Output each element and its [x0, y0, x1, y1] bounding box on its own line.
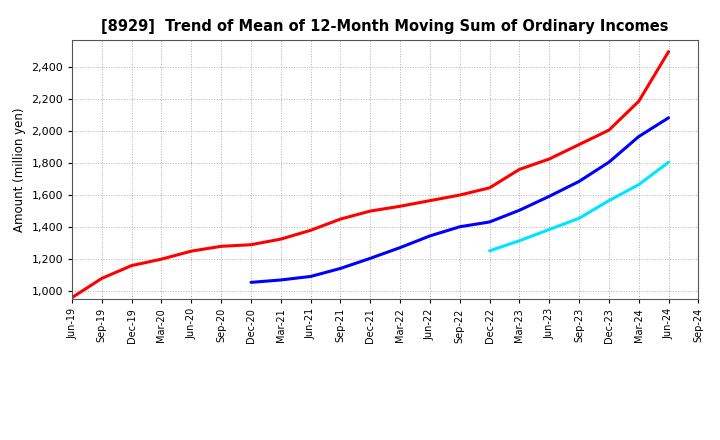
3 Years [187, 249, 196, 254]
3 Years [545, 156, 554, 161]
Line: 5 Years: 5 Years [251, 118, 669, 282]
7 Years [665, 160, 673, 165]
3 Years [605, 128, 613, 133]
5 Years [426, 233, 434, 238]
7 Years [545, 227, 554, 232]
7 Years [575, 216, 583, 221]
5 Years [634, 134, 643, 139]
3 Years [217, 244, 225, 249]
3 Years [575, 142, 583, 147]
3 Years [157, 257, 166, 262]
5 Years [545, 194, 554, 199]
3 Years [515, 167, 523, 172]
5 Years [515, 208, 523, 213]
3 Years [634, 99, 643, 104]
Y-axis label: Amount (million yen): Amount (million yen) [13, 107, 26, 231]
3 Years [306, 227, 315, 233]
5 Years [247, 280, 256, 285]
5 Years [396, 245, 405, 250]
3 Years [336, 216, 345, 222]
5 Years [485, 219, 494, 224]
5 Years [665, 115, 673, 121]
3 Years [97, 276, 106, 281]
3 Years [426, 198, 434, 203]
5 Years [605, 160, 613, 165]
3 Years [68, 295, 76, 300]
5 Years [306, 274, 315, 279]
Line: 3 Years: 3 Years [72, 51, 669, 297]
3 Years [456, 192, 464, 198]
5 Years [366, 256, 374, 261]
5 Years [336, 266, 345, 271]
5 Years [456, 224, 464, 229]
3 Years [127, 263, 136, 268]
3 Years [485, 185, 494, 191]
3 Years [396, 204, 405, 209]
3 Years [276, 236, 285, 242]
3 Years [366, 209, 374, 214]
5 Years [575, 179, 583, 184]
Line: 7 Years: 7 Years [490, 162, 669, 251]
7 Years [634, 182, 643, 187]
7 Years [485, 248, 494, 253]
7 Years [515, 238, 523, 243]
5 Years [276, 277, 285, 282]
3 Years [665, 49, 673, 54]
Title: [8929]  Trend of Mean of 12-Month Moving Sum of Ordinary Incomes: [8929] Trend of Mean of 12-Month Moving … [102, 19, 669, 34]
7 Years [605, 198, 613, 203]
3 Years [247, 242, 256, 247]
